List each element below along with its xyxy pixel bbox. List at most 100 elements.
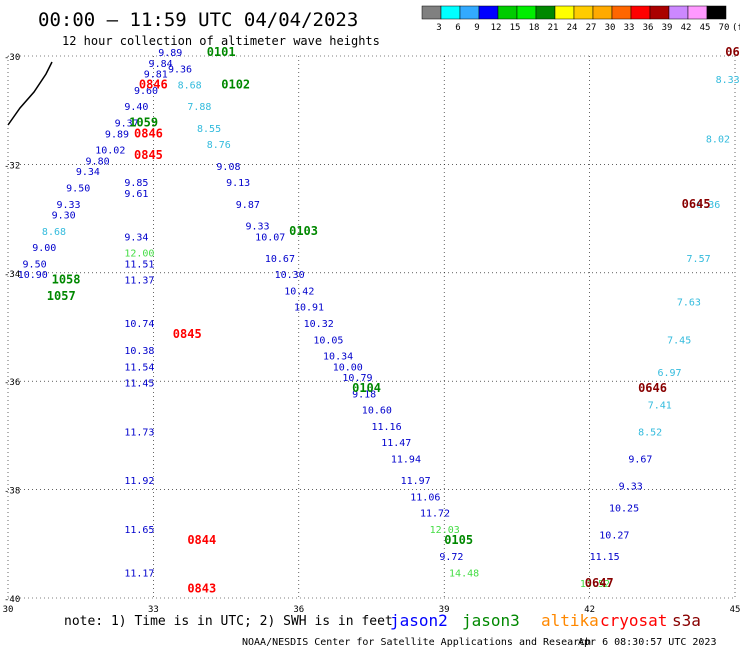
pass-time-label: 1057	[47, 289, 76, 303]
colorbar-tick: 39	[662, 23, 673, 33]
swh-value-label: 10.27	[599, 530, 629, 541]
swh-value-label: 9.85	[124, 178, 148, 189]
swh-value-label: 8.76	[207, 140, 231, 151]
swh-value-label: 11.92	[124, 476, 154, 487]
x-tick-label: 39	[439, 605, 450, 615]
satellite-legend: jason2 jason3 altika cryosat s3a	[390, 611, 701, 630]
pass-labels: 0101 0102 1059 0103 1058 1057 0104 0105 0846 0846…	[47, 45, 740, 596]
y-tick-label: -32	[4, 161, 20, 171]
pass-time-label: 0844	[187, 533, 216, 547]
swh-value-label: 9.67	[628, 455, 652, 466]
colorbar-swatch	[649, 5, 670, 20]
colorbar-tick: 33	[624, 23, 635, 33]
swh-value-label: 9.34	[76, 167, 100, 178]
pass-time-label: 0646	[638, 381, 667, 395]
pass-time-label: 06	[725, 45, 739, 59]
swh-value-label: 11.16	[372, 422, 402, 433]
swh-value-label: 9.80	[86, 156, 110, 167]
x-tick-label: 33	[148, 605, 159, 615]
swh-value-label: 9.33	[56, 200, 80, 211]
colorbar-swatch	[421, 5, 442, 20]
colorbar-tick: 3	[436, 23, 441, 33]
satellite-legend-jason3: jason3	[462, 611, 520, 630]
colorbar-swatch	[687, 5, 708, 20]
swh-value-label: 9.40	[124, 102, 148, 113]
colorbar-unit: (ft)	[732, 23, 740, 33]
swh-value-label: 11.72	[420, 509, 450, 520]
colorbar-swatch	[630, 5, 651, 20]
swh-value-label: 11.54	[124, 362, 154, 373]
colorbar-tick: 27	[586, 23, 597, 33]
swh-value-label: 9.60	[134, 86, 158, 97]
swh-value-label: 8.52	[638, 427, 662, 438]
colorbar-swatch	[573, 5, 594, 20]
swh-value-label: 10.79	[342, 373, 372, 384]
swh-value-label: 6.97	[657, 368, 681, 379]
swh-value-label: 14.48	[449, 568, 479, 579]
colorbar-swatch	[478, 5, 499, 20]
swh-value-label: 9.08	[216, 162, 240, 173]
swh-value-label: 10.00	[333, 362, 363, 373]
pass-time-label: 1059	[129, 115, 158, 129]
swh-value-label: 7.41	[648, 400, 672, 411]
colorbar-swatch	[497, 5, 518, 20]
swh-value-label: 9.30	[52, 211, 76, 222]
colorbar-tick: 45	[700, 23, 711, 33]
swh-value-label: 11.65	[124, 525, 154, 536]
colorbar-tick: 21	[548, 23, 559, 33]
swh-value-label: 7.57	[687, 254, 711, 265]
colorbar-tick: 9	[474, 23, 479, 33]
swh-value-label: 10.74	[124, 319, 154, 330]
colorbar-swatch	[554, 5, 575, 20]
swh-value-label: 10.30	[275, 270, 305, 281]
swh-value-label: 9.00	[32, 243, 56, 254]
footer-note: note: 1) Time is in UTC; 2) SWH is in fe…	[64, 614, 393, 629]
colorbar-tick: 70	[719, 23, 730, 33]
colorbar-tick: 15	[510, 23, 521, 33]
swh-value-label: 9.50	[66, 184, 90, 195]
swh-value-label: 9.72	[439, 552, 463, 563]
swh-value-label: 10.67	[265, 254, 295, 265]
swh-value-label: 10.90	[18, 270, 48, 281]
swh-value-label: 10.25	[609, 503, 639, 514]
swh-value-label: 10.07	[255, 232, 285, 243]
y-tick-label: -30	[4, 53, 20, 63]
swh-value-label: 10.05	[313, 335, 343, 346]
colorbar-swatch	[459, 5, 480, 20]
pass-time-label: 0845	[134, 148, 163, 162]
swh-value-label: 7.45	[667, 335, 691, 346]
pass-time-label: 0843	[187, 582, 216, 596]
x-tick-label: 30	[3, 605, 14, 615]
colorbar-tick: 24	[567, 23, 578, 33]
pass-time-label: 0846	[139, 78, 168, 92]
swh-value-label: 9.36	[168, 64, 192, 75]
pass-time-label: 0102	[221, 78, 250, 92]
colorbar-swatch	[440, 5, 461, 20]
plot-frame	[0, 47, 740, 604]
pass-time-label: 0105	[444, 533, 473, 547]
chart-subtitle: 12 hour collection of altimeter wave hei…	[62, 34, 380, 48]
swh-value-label: 10.32	[304, 319, 334, 330]
swh-value-label: 11.73	[124, 427, 154, 438]
pass-time-label: 0846	[134, 126, 163, 140]
axes: 30 33 36 39 42 45 -30 -32 -34 -36 -38 -40	[3, 53, 740, 615]
colorbar-tick: 36	[643, 23, 654, 33]
swh-value-label: 11.97	[401, 476, 431, 487]
swh-value-label: 9.33	[245, 221, 269, 232]
swh-value-label: 10.91	[294, 303, 324, 314]
colorbar-tick: 30	[605, 23, 616, 33]
swh-value-label: 10.60	[362, 406, 392, 417]
swh-value-label: 9.87	[236, 200, 260, 211]
colorbar-swatch	[592, 5, 613, 20]
swh-value-label: 9.18	[352, 389, 376, 400]
y-tick-label: -34	[4, 270, 20, 280]
x-tick-label: 36	[293, 605, 304, 615]
satellite-legend-altika: altika	[541, 611, 599, 630]
swh-value-label: 8.33	[716, 75, 740, 86]
pass-time-label: 1058	[52, 273, 81, 287]
footer-credit: NOAA/NESDIS Center for Satellite Applica…	[242, 637, 591, 648]
colorbar-tick: 6	[455, 23, 460, 33]
swh-value-label: 9.89	[105, 129, 129, 140]
swh-value-label: 11.15	[590, 552, 620, 563]
